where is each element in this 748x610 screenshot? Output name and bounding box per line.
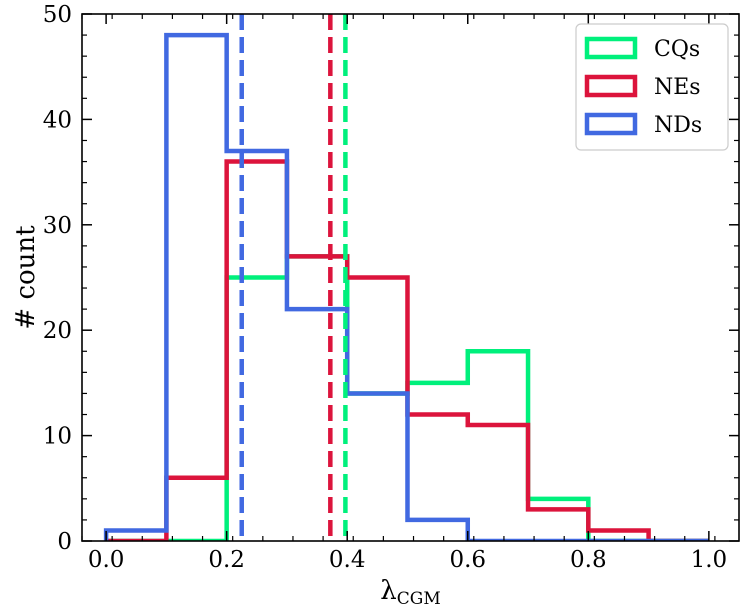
y-axis: 0 10 20 30 40 50 <box>43 2 739 555</box>
x-tick-label: 0.2 <box>208 547 245 573</box>
y-tick-label: 20 <box>43 318 72 344</box>
y-tick-label: 0 <box>57 529 72 555</box>
histogram-step-nes <box>106 159 709 541</box>
y-tick-label: 50 <box>43 2 72 28</box>
axes-frame <box>81 13 740 542</box>
x-axis-title: λCGM <box>380 576 440 609</box>
x-tick-label: 0.8 <box>570 547 607 573</box>
legend-swatch-nds <box>584 112 638 136</box>
y-tick-label: 10 <box>43 424 72 450</box>
x-axis: 0.0 0.2 0.4 0.6 0.8 1.0 <box>81 14 728 573</box>
x-tick-label: 0.4 <box>329 547 366 573</box>
legend-swatch-nes <box>584 74 638 98</box>
legend: CQs NEs NDs <box>575 23 729 151</box>
legend-label-nes: NEs <box>654 75 701 100</box>
plot-frame <box>81 13 740 542</box>
x-tick-label: 0.0 <box>88 547 125 573</box>
y-tick-label: 40 <box>43 107 72 133</box>
y-tick-label: 30 <box>43 213 72 239</box>
legend-label-nds: NDs <box>654 113 702 138</box>
legend-swatch-cqs <box>584 36 638 60</box>
legend-label-cqs: CQs <box>654 37 700 62</box>
x-tick-label: 1.0 <box>691 547 728 573</box>
x-tick-label: 0.6 <box>449 547 486 573</box>
y-axis-title: # count <box>11 225 41 330</box>
plot-area <box>103 14 709 541</box>
